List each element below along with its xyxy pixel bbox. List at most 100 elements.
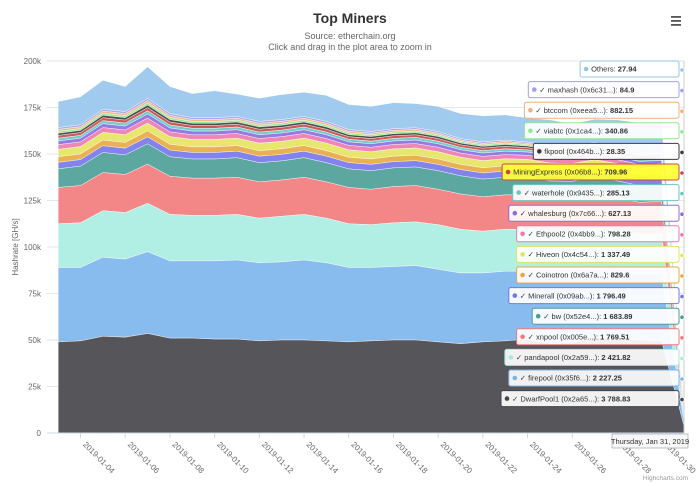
tooltip-label: ✓ firepool (0x35f6...): 2 227.25 bbox=[520, 374, 622, 383]
tooltip-label: ✓ whalesburg (0x7c66...): 627.13 bbox=[520, 209, 631, 218]
tooltip-label: ✓ Ethpool2 (0x4bb9...): 798.28 bbox=[528, 230, 631, 239]
tooltip-value: 882.15 bbox=[610, 106, 633, 115]
series-dot bbox=[528, 128, 533, 134]
highcharts-credits[interactable]: Highcharts.com bbox=[643, 475, 688, 482]
x-tick-label: 2019-01-20 bbox=[439, 440, 475, 476]
tooltip-box bbox=[501, 163, 680, 181]
series-dot bbox=[520, 252, 525, 257]
tooltip-value: 340.86 bbox=[605, 127, 628, 136]
tooltip-row: ✓ btccom (0xeea5...): 882.15 bbox=[523, 101, 685, 119]
x-axis: 2019-01-04 2019-01-06 2019-01-08 2019-01-10… bbox=[47, 432, 698, 476]
tooltip-box bbox=[508, 369, 680, 387]
tooltip-value: 285.13 bbox=[607, 188, 630, 197]
hover-marker bbox=[679, 108, 685, 114]
hover-marker bbox=[679, 232, 685, 238]
series-dot bbox=[535, 313, 541, 319]
tooltip-label: ✓ btccom (0xeea5...): 882.15 bbox=[535, 106, 633, 115]
tooltip-row: ✓ xnpool (0x005e...): 1 769.51 bbox=[516, 328, 685, 346]
tooltip-label: ✓ maxhash (0x6c31...): 84.9 bbox=[539, 85, 634, 94]
x-tick-label: 2019-01-12 bbox=[260, 440, 296, 476]
series-dot bbox=[512, 210, 518, 216]
tooltip-value: 798.28 bbox=[608, 230, 631, 239]
x-tick-label: 2019-01-14 bbox=[305, 440, 341, 476]
tooltip-row: ✓ pandapool (0x2a59...): 2 421.82 bbox=[504, 348, 685, 366]
hover-marker bbox=[679, 252, 685, 258]
hover-marker bbox=[679, 273, 685, 279]
tooltip-value: 829.6 bbox=[611, 271, 630, 280]
tooltip-row: ✓ bw (0x52e4...): 1 683.89 bbox=[531, 307, 685, 325]
x-tick-label: 2019-01-06 bbox=[126, 440, 162, 476]
tooltip-box bbox=[531, 307, 680, 325]
y-tick-label: 50k bbox=[28, 336, 42, 345]
tooltip-box bbox=[516, 245, 680, 263]
x-tick-label: 2019-01-18 bbox=[394, 440, 430, 476]
date-box bbox=[611, 433, 689, 449]
y-tick-label: 125k bbox=[24, 197, 42, 206]
y-tick-label: 25k bbox=[28, 383, 42, 392]
hover-marker bbox=[679, 211, 685, 217]
hover-marker bbox=[679, 314, 685, 320]
tooltip-box bbox=[512, 184, 680, 202]
y-axis-label: Hashrate [GH/s] bbox=[11, 218, 20, 275]
y-tick-label: 200k bbox=[24, 57, 42, 66]
tooltip-row: Others: 27.94 bbox=[579, 60, 685, 78]
tooltip-label: ✓ bw (0x52e4...): 1 683.89 bbox=[543, 312, 632, 321]
tooltip-label: ✓ xnpool (0x005e...): 1 769.51 bbox=[528, 333, 630, 342]
y-tick-label: 75k bbox=[28, 290, 42, 299]
series-dot bbox=[504, 396, 510, 401]
chart-title: Top Miners bbox=[313, 10, 387, 26]
tooltip-row: ✓ Minerall (0x09ab...): 1 796.49 bbox=[508, 287, 685, 305]
series-dot bbox=[508, 355, 514, 360]
tooltip-value: 2 227.25 bbox=[593, 374, 622, 383]
series-dot bbox=[528, 107, 533, 113]
hamburger-menu-icon[interactable] bbox=[666, 12, 684, 28]
tooltip-box bbox=[508, 204, 680, 222]
tooltip-label: fkpool (0x464b...): 28.35 bbox=[544, 147, 625, 156]
x-tick-label: 2019-01-04 bbox=[81, 440, 117, 476]
x-tick-label: 2019-01-08 bbox=[171, 440, 207, 476]
series-dot bbox=[520, 272, 525, 278]
x-tick-label: 2019-01-16 bbox=[349, 440, 385, 476]
tooltip-box bbox=[579, 60, 680, 78]
tooltip-row: ✓ whalesburg (0x7c66...): 627.13 bbox=[508, 204, 685, 222]
series-dot bbox=[583, 66, 589, 72]
hover-marker bbox=[679, 67, 685, 73]
tooltip-value: 27.94 bbox=[618, 65, 638, 74]
series-dot bbox=[516, 190, 521, 195]
tooltip-row: ✓ firepool (0x35f6...): 2 227.25 bbox=[508, 369, 685, 387]
tooltip-row: ✓ viabtc (0x1ca4...): 340.86 bbox=[523, 122, 685, 140]
tooltip-box bbox=[527, 81, 680, 99]
tooltip-row: ✓ waterhole (0x9435...): 285.13 bbox=[512, 184, 685, 202]
series-dot bbox=[512, 375, 518, 381]
tooltip-box bbox=[523, 122, 680, 140]
tooltip-box bbox=[516, 266, 680, 284]
hover-marker bbox=[679, 396, 685, 403]
hover-marker bbox=[679, 293, 685, 300]
tooltip-row: MiningExpress (0x06b8...): 709.96 bbox=[501, 163, 685, 181]
tooltip-value: 3 788.83 bbox=[601, 394, 630, 403]
hover-marker bbox=[679, 355, 685, 361]
x-tick-label: 2019-01-24 bbox=[528, 440, 564, 476]
series-dot bbox=[537, 149, 542, 154]
tooltip-label: Others: 27.94 bbox=[591, 65, 637, 74]
tooltip-value: 1 769.51 bbox=[600, 333, 629, 342]
hover-marker bbox=[679, 170, 685, 176]
tooltip-row: ✓ Ethpool2 (0x4bb9...): 798.28 bbox=[516, 225, 685, 243]
series-dot bbox=[505, 169, 511, 175]
tooltip-value: 1 796.49 bbox=[597, 291, 626, 300]
tooltip-value: 627.13 bbox=[608, 209, 631, 218]
tooltip-value: 709.96 bbox=[604, 168, 627, 177]
y-tick-label: 0 bbox=[37, 429, 42, 438]
tooltip-box bbox=[523, 101, 680, 119]
series-dot bbox=[520, 334, 525, 340]
tooltip-row: ✓ maxhash (0x6c31...): 84.9 bbox=[527, 81, 685, 99]
tooltip-label: MiningExpress (0x06b8...): 709.96 bbox=[513, 168, 627, 177]
chart-subtitle-source: Source: etherchain.org bbox=[304, 31, 395, 41]
chart-subtitle-zoom: Click and drag in the plot area to zoom … bbox=[268, 42, 432, 52]
series-dot bbox=[512, 293, 518, 298]
tooltip-box bbox=[508, 287, 680, 305]
hover-marker bbox=[679, 149, 685, 155]
hover-marker bbox=[679, 88, 685, 94]
hover-marker bbox=[679, 191, 685, 197]
